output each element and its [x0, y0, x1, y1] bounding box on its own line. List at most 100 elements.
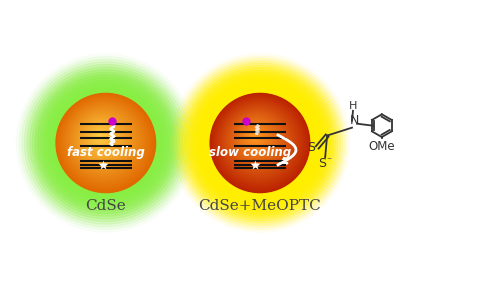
- Ellipse shape: [208, 91, 312, 195]
- Ellipse shape: [245, 127, 265, 147]
- Ellipse shape: [196, 80, 324, 206]
- Ellipse shape: [186, 70, 333, 216]
- Ellipse shape: [233, 115, 281, 163]
- Ellipse shape: [238, 120, 275, 156]
- Ellipse shape: [252, 134, 257, 138]
- Ellipse shape: [70, 108, 137, 174]
- Ellipse shape: [225, 108, 291, 174]
- Ellipse shape: [99, 135, 101, 136]
- Text: S: S: [318, 157, 326, 170]
- Ellipse shape: [212, 96, 307, 190]
- Ellipse shape: [243, 125, 268, 150]
- Ellipse shape: [180, 63, 340, 223]
- Ellipse shape: [38, 75, 174, 211]
- Ellipse shape: [172, 56, 348, 230]
- Ellipse shape: [66, 103, 142, 179]
- Ellipse shape: [248, 129, 262, 144]
- Ellipse shape: [237, 120, 276, 157]
- Ellipse shape: [94, 131, 106, 142]
- Text: OMe: OMe: [368, 140, 395, 154]
- Ellipse shape: [216, 100, 302, 184]
- Ellipse shape: [59, 96, 152, 189]
- Ellipse shape: [83, 120, 121, 157]
- Ellipse shape: [86, 123, 117, 153]
- Ellipse shape: [84, 121, 120, 156]
- Ellipse shape: [78, 114, 128, 164]
- Ellipse shape: [73, 110, 134, 171]
- Ellipse shape: [178, 61, 342, 225]
- Ellipse shape: [230, 113, 283, 166]
- Ellipse shape: [192, 75, 328, 211]
- Ellipse shape: [92, 128, 109, 145]
- Ellipse shape: [91, 127, 111, 147]
- Ellipse shape: [96, 132, 104, 140]
- Ellipse shape: [251, 133, 258, 139]
- Ellipse shape: [76, 113, 130, 166]
- Ellipse shape: [94, 130, 108, 143]
- Text: H: H: [349, 101, 357, 111]
- Ellipse shape: [232, 114, 283, 165]
- Ellipse shape: [216, 98, 303, 186]
- Ellipse shape: [67, 104, 142, 178]
- Ellipse shape: [94, 129, 108, 144]
- Ellipse shape: [64, 101, 146, 182]
- Ellipse shape: [82, 118, 123, 159]
- Ellipse shape: [58, 96, 153, 190]
- Ellipse shape: [90, 126, 112, 148]
- Ellipse shape: [86, 122, 118, 154]
- Ellipse shape: [50, 88, 161, 198]
- Ellipse shape: [69, 106, 139, 176]
- Ellipse shape: [211, 94, 309, 192]
- Ellipse shape: [80, 116, 126, 162]
- Ellipse shape: [226, 108, 290, 173]
- Ellipse shape: [240, 122, 272, 154]
- Ellipse shape: [72, 109, 135, 172]
- Ellipse shape: [198, 82, 322, 204]
- Ellipse shape: [189, 72, 331, 214]
- Ellipse shape: [58, 95, 154, 191]
- Ellipse shape: [220, 103, 298, 180]
- Text: CdSe: CdSe: [86, 199, 126, 213]
- Ellipse shape: [229, 112, 285, 168]
- Ellipse shape: [214, 98, 304, 187]
- Ellipse shape: [64, 100, 146, 183]
- Ellipse shape: [88, 124, 115, 151]
- Ellipse shape: [250, 131, 260, 141]
- Ellipse shape: [213, 96, 306, 189]
- Ellipse shape: [219, 102, 298, 181]
- Ellipse shape: [240, 122, 272, 154]
- Ellipse shape: [84, 120, 120, 156]
- Ellipse shape: [222, 105, 295, 177]
- Ellipse shape: [92, 128, 110, 146]
- Ellipse shape: [48, 86, 164, 200]
- Ellipse shape: [74, 110, 134, 170]
- Ellipse shape: [97, 133, 103, 139]
- Ellipse shape: [210, 94, 310, 192]
- Ellipse shape: [221, 104, 296, 178]
- Ellipse shape: [214, 97, 305, 188]
- Ellipse shape: [75, 112, 132, 168]
- Ellipse shape: [184, 68, 336, 218]
- Ellipse shape: [76, 112, 130, 167]
- Ellipse shape: [22, 59, 190, 227]
- Ellipse shape: [253, 135, 255, 136]
- Ellipse shape: [206, 89, 314, 197]
- Ellipse shape: [85, 122, 118, 154]
- Ellipse shape: [82, 119, 122, 158]
- Ellipse shape: [74, 111, 132, 169]
- Ellipse shape: [19, 57, 193, 229]
- Ellipse shape: [224, 107, 292, 174]
- Ellipse shape: [56, 94, 156, 192]
- Ellipse shape: [236, 119, 277, 158]
- Text: N: N: [350, 114, 358, 127]
- Ellipse shape: [222, 105, 294, 176]
- Ellipse shape: [96, 131, 106, 141]
- Ellipse shape: [65, 102, 144, 181]
- Ellipse shape: [24, 62, 188, 224]
- Ellipse shape: [60, 98, 150, 187]
- Ellipse shape: [54, 91, 158, 195]
- Ellipse shape: [246, 128, 264, 145]
- Ellipse shape: [89, 125, 114, 150]
- Ellipse shape: [238, 121, 274, 156]
- Ellipse shape: [249, 131, 260, 142]
